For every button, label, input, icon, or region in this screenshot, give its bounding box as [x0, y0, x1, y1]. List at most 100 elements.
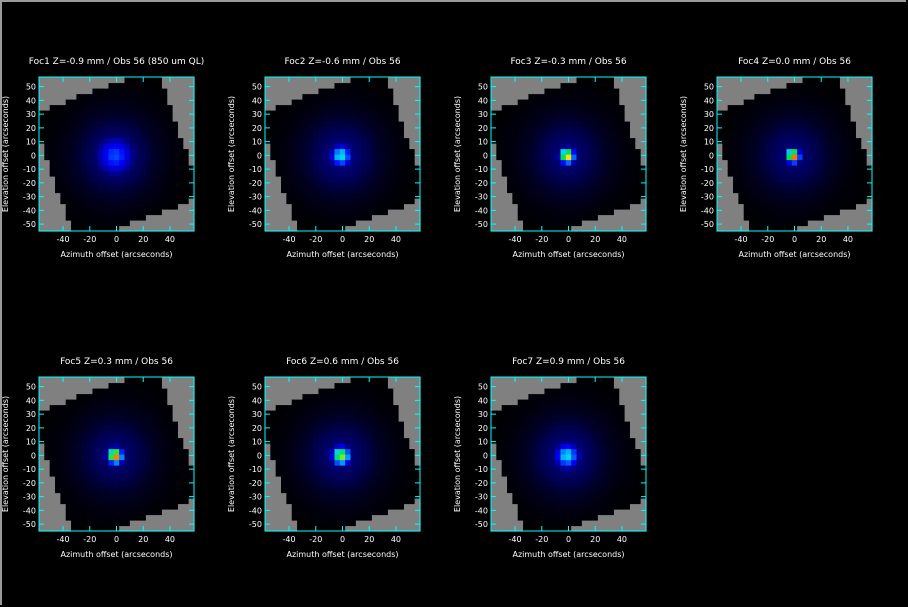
map-pixel: [55, 399, 61, 406]
map-pixel: [403, 187, 410, 194]
map-pixel: [81, 377, 88, 384]
map-pixel: [177, 209, 184, 216]
map-pixel: [39, 454, 45, 461]
map-pixel: [377, 137, 384, 144]
map-pixel: [65, 220, 72, 227]
map-pixel: [414, 209, 421, 216]
map-pixel: [350, 465, 357, 472]
map-pixel: [318, 465, 325, 472]
map-pixel: [124, 170, 131, 177]
map-pixel: [749, 165, 756, 172]
map-pixel: [613, 165, 620, 172]
map-pixel: [491, 176, 497, 183]
map-pixel: [103, 181, 110, 188]
map-pixel: [802, 220, 809, 227]
map-pixel: [297, 415, 304, 422]
map-pixel: [49, 132, 56, 139]
map-pixel: [496, 187, 503, 194]
map-pixel: [87, 426, 94, 433]
map-pixel: [172, 88, 179, 95]
map-pixel: [44, 99, 51, 106]
map-pixel: [44, 437, 51, 444]
map-pixel: [297, 520, 304, 527]
map-pixel: [414, 170, 421, 177]
map-pixel: [281, 154, 287, 161]
map-pixel: [76, 498, 83, 505]
map-pixel: [307, 476, 314, 483]
map-pixel: [275, 514, 282, 521]
map-pixel: [813, 181, 820, 188]
map-pixel: [270, 181, 277, 188]
map-pixel: [334, 410, 341, 417]
map-pixel: [491, 203, 497, 210]
map-pixel: [839, 88, 846, 95]
map-pixel: [329, 470, 336, 477]
map-pixel: [597, 165, 604, 172]
map-pixel: [807, 220, 814, 227]
map-pixel: [265, 437, 271, 444]
map-pixel: [302, 214, 309, 221]
map-pixel: [361, 93, 368, 100]
map-pixel: [775, 148, 782, 155]
map-pixel: [403, 110, 410, 117]
map-pixel: [167, 132, 174, 139]
map-pixel: [265, 115, 271, 122]
map-pixel: [177, 437, 184, 444]
map-pixel: [549, 132, 556, 139]
map-pixel: [275, 198, 282, 205]
map-pixel: [108, 454, 115, 461]
map-pixel: [172, 459, 179, 466]
map-pixel: [92, 176, 99, 183]
map-pixel: [183, 382, 190, 389]
map-pixel: [329, 82, 336, 89]
map-pixel: [65, 448, 72, 455]
y-tick-label: 10: [26, 438, 36, 447]
map-pixel: [129, 209, 136, 216]
map-pixel: [135, 465, 142, 472]
map-pixel: [555, 198, 562, 205]
map-pixel: [850, 154, 857, 161]
map-pixel: [49, 159, 56, 166]
map-pixel: [44, 470, 51, 477]
map-pixel: [560, 148, 567, 155]
map-pixel: [565, 154, 572, 161]
map-pixel: [135, 470, 142, 477]
map-pixel: [188, 154, 195, 161]
map-pixel: [491, 104, 497, 111]
map-pixel: [151, 437, 158, 444]
map-pixel: [323, 465, 330, 472]
map-pixel: [39, 426, 45, 433]
map-pixel: [65, 225, 72, 232]
map-pixel: [124, 514, 131, 521]
map-pixel: [377, 176, 384, 183]
map-pixel: [555, 187, 562, 194]
map-pixel: [167, 465, 174, 472]
map-pixel: [409, 126, 416, 133]
map-pixel: [145, 404, 152, 411]
map-pixel: [291, 220, 298, 227]
map-pixel: [829, 104, 836, 111]
map-pixel: [823, 115, 830, 122]
map-pixel: [855, 110, 862, 117]
y-tick-label: -30: [701, 193, 714, 202]
map-pixel: [382, 393, 389, 400]
map-pixel: [177, 225, 184, 232]
map-pixel: [135, 88, 142, 95]
map-pixel: [770, 99, 777, 106]
map-pixel: [302, 421, 309, 428]
map-pixel: [167, 443, 174, 450]
map-pixel: [188, 115, 195, 122]
map-pixel: [97, 432, 104, 439]
map-pixel: [270, 225, 277, 232]
map-pixel: [382, 514, 389, 521]
map-pixel: [382, 421, 389, 428]
map-pixel: [770, 209, 777, 216]
y-tick-label: 20: [26, 424, 36, 433]
map-pixel: [87, 192, 94, 199]
map-pixel: [291, 104, 298, 111]
map-pixel: [76, 88, 83, 95]
map-pixel: [491, 126, 497, 133]
map-pixel: [549, 187, 556, 194]
map-pixel: [60, 382, 67, 389]
map-pixel: [592, 137, 599, 144]
